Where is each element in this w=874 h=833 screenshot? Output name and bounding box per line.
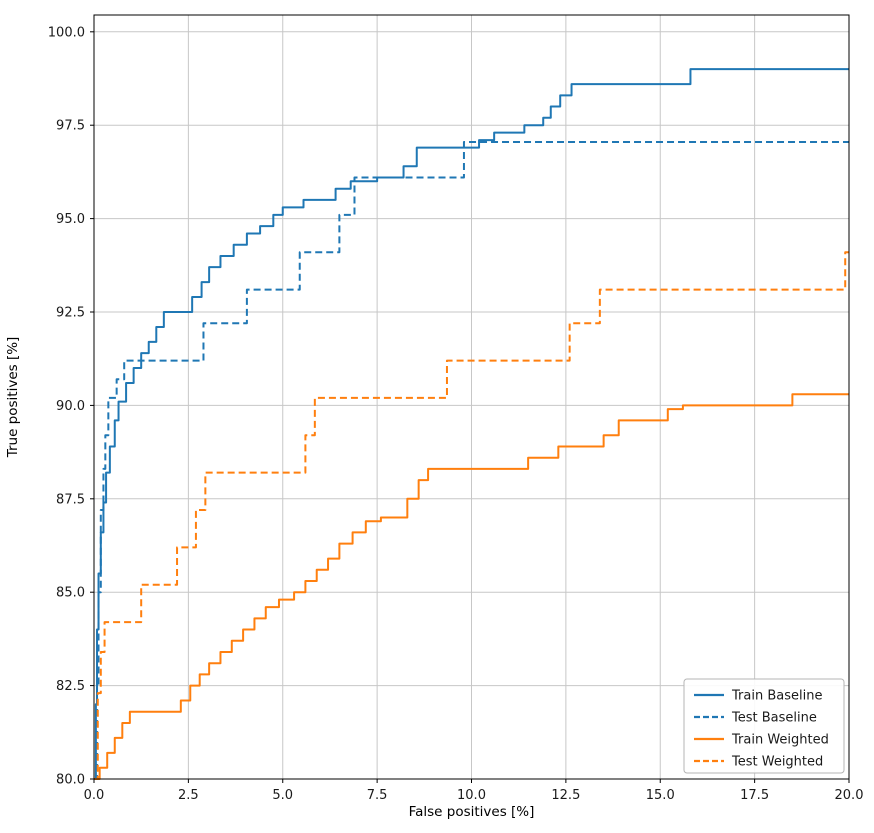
y-tick-label: 80.0: [56, 773, 85, 788]
x-tick-label: 20.0: [835, 788, 864, 803]
x-tick-label: 2.5: [178, 788, 199, 803]
x-tick-label: 0.0: [84, 788, 105, 803]
x-tick-label: 10.0: [457, 788, 486, 803]
x-tick-label: 5.0: [272, 788, 293, 803]
legend-label-train-weighted: Train Weighted: [731, 733, 829, 748]
x-tick-label: 15.0: [646, 788, 675, 803]
legend-box: [683, 678, 845, 774]
series-line-test-baseline: [94, 141, 849, 780]
y-tick-label: 87.5: [56, 492, 85, 507]
y-tick-label: 95.0: [56, 212, 85, 227]
x-tick-label: 12.5: [551, 788, 580, 803]
tick-labels: 0.0 2.5 5.0 7.5 10.0 12.5 15.0 17.5 20.0 80.0 82.5…: [48, 25, 864, 803]
series-line-test-weighted: [94, 251, 849, 780]
legend-label-test-baseline: Test Baseline: [731, 711, 817, 726]
y-tick-label: 100.0: [48, 25, 85, 40]
x-tick-label: 7.5: [367, 788, 388, 803]
legend: Train Baseline Test Baseline Train Weighte…: [683, 678, 845, 774]
y-axis-label: True positives [%]: [5, 337, 21, 459]
y-tick-label: 97.5: [56, 119, 85, 134]
tick-marks: [90, 31, 850, 783]
y-tick-label: 92.5: [56, 306, 85, 321]
x-axis-label: False positives [%]: [409, 804, 535, 820]
x-tick-label: 17.5: [740, 788, 769, 803]
plot-series: [94, 68, 849, 780]
y-tick-label: 82.5: [56, 679, 85, 694]
legend-label-train-baseline: Train Baseline: [731, 689, 822, 704]
y-tick-label: 85.0: [56, 586, 85, 601]
series-line-train-baseline: [94, 68, 849, 780]
series-line-train-weighted: [94, 393, 849, 780]
y-tick-label: 90.0: [56, 399, 85, 414]
legend-label-test-weighted: Test Weighted: [731, 755, 823, 770]
